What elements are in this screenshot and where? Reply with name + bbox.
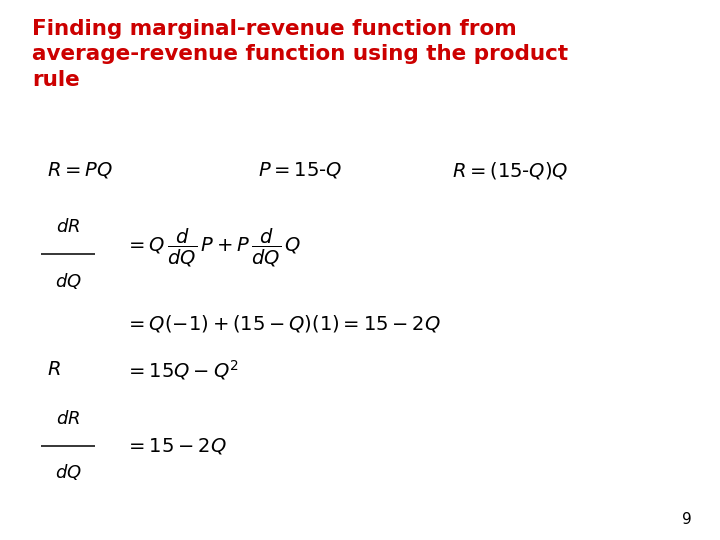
Text: $dQ$: $dQ$ <box>55 271 81 291</box>
Text: $dR$: $dR$ <box>56 409 80 428</box>
Text: $=Q(-1)+(15-Q)(1)=15-2Q$: $=Q(-1)+(15-Q)(1)=15-2Q$ <box>125 314 441 334</box>
Text: $R=(15\text{-}Q)Q$: $R=(15\text{-}Q)Q$ <box>451 160 568 180</box>
Text: $=15Q-Q^{2}$: $=15Q-Q^{2}$ <box>125 358 239 382</box>
Text: $=15-2Q$: $=15-2Q$ <box>125 435 227 456</box>
Text: Finding marginal-revenue function from
average-revenue function using the produc: Finding marginal-revenue function from a… <box>32 19 568 90</box>
Text: $dR$: $dR$ <box>56 218 80 236</box>
Text: $dQ$: $dQ$ <box>55 462 81 483</box>
Text: $P=15\text{-}Q$: $P=15\text{-}Q$ <box>258 160 342 180</box>
Text: 9: 9 <box>682 511 692 526</box>
Text: $R$: $R$ <box>47 360 60 380</box>
Text: $R=PQ$: $R=PQ$ <box>47 160 112 180</box>
Text: $=Q\,\dfrac{d}{dQ}\,P+P\,\dfrac{d}{dQ}\,Q$: $=Q\,\dfrac{d}{dQ}\,P+P\,\dfrac{d}{dQ}\,… <box>125 227 302 269</box>
